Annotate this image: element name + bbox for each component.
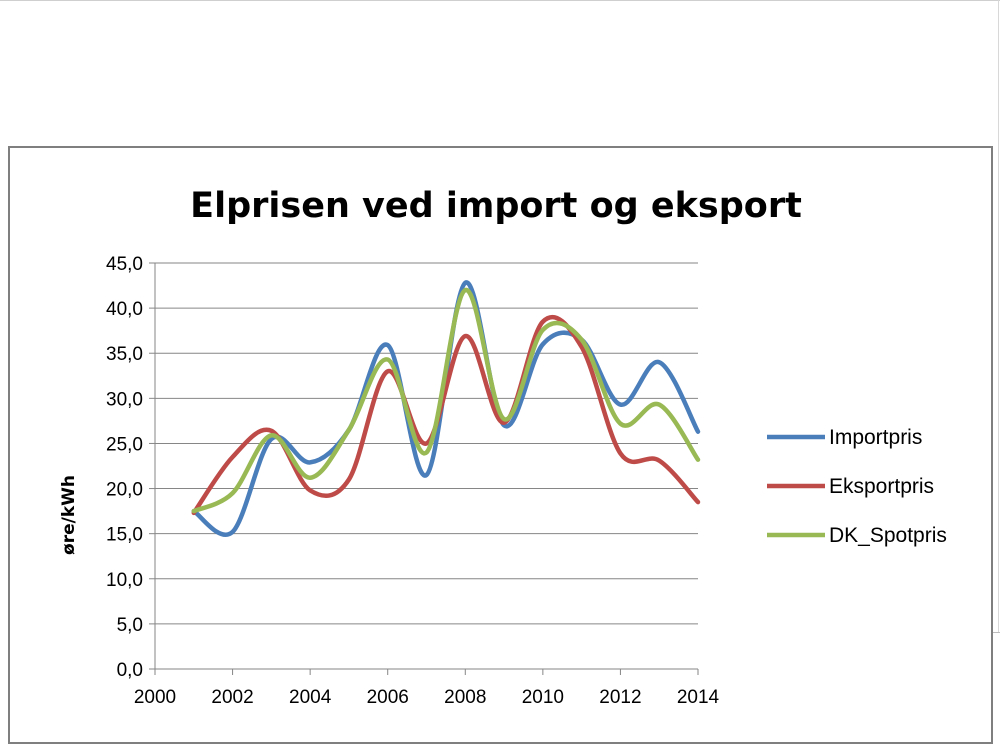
series-line-eksportpris [191, 314, 701, 516]
legend-label: Importpris [829, 426, 922, 449]
x-tick-label: 2014 [677, 687, 720, 708]
x-tick-label: 2006 [367, 687, 409, 708]
x-tick-label: 2004 [289, 687, 332, 708]
x-tick-label: 2000 [134, 687, 176, 708]
x-axis-ticks: 2000 2002 2004 2006 2008 2010 2012 2014 [134, 669, 720, 708]
y-tick-label: 30,0 [106, 389, 143, 410]
y-tick-label: 35,0 [106, 344, 143, 365]
slide-top-rule [0, 0, 1000, 1]
legend-label: Eksportpris [829, 475, 934, 498]
y-tick-label: 5,0 [117, 615, 143, 636]
y-tick-label: 20,0 [106, 480, 143, 501]
y-axis-ticks: 0,0 5,0 10,0 15,0 20,0 25,0 30,0 35,0 40,0 45,0 [106, 254, 155, 681]
x-tick-label: 2010 [522, 687, 564, 708]
series-line-dk-spotpris [191, 287, 701, 514]
y-axis-title: øre/kWh [59, 475, 79, 555]
y-tick-label: 15,0 [106, 525, 143, 546]
x-tick-label: 2012 [599, 687, 641, 708]
slide-right-rule [998, 0, 999, 632]
y-tick-label: 45,0 [106, 254, 143, 275]
axes [154, 263, 698, 670]
line-chart: Elprisen ved import og eksport 0,0 5,0 10,… [59, 186, 947, 708]
y-tick-label: 40,0 [106, 299, 143, 320]
y-tick-label: 10,0 [106, 570, 143, 591]
series-line-importpris [191, 280, 701, 537]
legend: Importpris Eksportpris DK_Spotpris [767, 426, 947, 547]
y-tick-label: 25,0 [106, 434, 143, 455]
y-tick-label: 0,0 [117, 660, 143, 681]
chart-frame: Elprisen ved import og eksport 0,0 5,0 10,… [8, 146, 993, 744]
x-tick-label: 2008 [444, 687, 486, 708]
legend-label: DK_Spotpris [829, 524, 947, 547]
chart-title: Elprisen ved import og eksport [190, 186, 802, 226]
x-tick-label: 2002 [211, 687, 253, 708]
series-lines [191, 280, 701, 537]
